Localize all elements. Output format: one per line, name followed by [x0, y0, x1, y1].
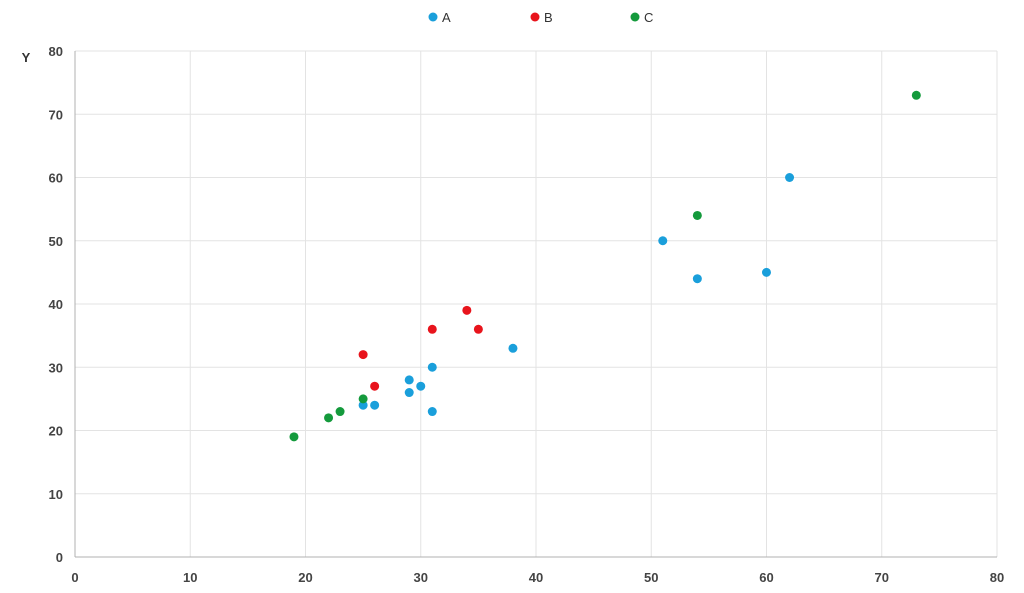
- data-point-c: [358, 394, 368, 404]
- y-tick-label: 10: [49, 487, 63, 502]
- data-point-a: [404, 388, 414, 398]
- data-point-b: [462, 305, 472, 315]
- data-point-a: [427, 407, 437, 417]
- x-tick-label: 10: [183, 570, 197, 585]
- x-tick-label: 0: [71, 570, 78, 585]
- data-point-c: [335, 407, 345, 417]
- data-point-a: [785, 173, 795, 182]
- data-point-a: [358, 400, 368, 410]
- legend-marker-a: [428, 12, 438, 22]
- x-tick-label: 40: [529, 570, 543, 585]
- x-tick-label: 20: [298, 570, 312, 585]
- y-tick-label: 40: [49, 297, 63, 312]
- data-point-a: [370, 400, 380, 410]
- legend-label-c: C: [644, 10, 653, 25]
- data-point-a: [416, 381, 426, 391]
- data-point-b: [427, 324, 437, 334]
- x-tick-label: 80: [990, 570, 1004, 585]
- axes: [74, 51, 997, 558]
- data-point-c: [911, 90, 921, 100]
- y-tick-label: 50: [49, 234, 63, 249]
- data-point-b: [370, 381, 380, 391]
- y-tick-label: 70: [49, 107, 63, 122]
- data-point-c: [289, 432, 299, 442]
- legend: A B C: [428, 10, 653, 25]
- y-tick-label: 30: [49, 360, 63, 375]
- y-tick-label: 0: [56, 550, 63, 565]
- data-point-a: [658, 236, 668, 246]
- y-axis-title: Y: [22, 50, 31, 65]
- legend-label-b: B: [544, 10, 553, 25]
- data-point-b: [473, 324, 483, 334]
- data-point-c: [692, 210, 702, 220]
- tick-labels: 0 10 20 30 40 50 60 70 80 0 10 20 30 40 50 60 70 80: [49, 44, 1005, 585]
- y-tick-label: 20: [49, 424, 63, 439]
- data-point-a: [762, 267, 771, 277]
- data-point-a: [427, 362, 437, 372]
- x-tick-label: 50: [644, 570, 658, 585]
- data-point-b: [358, 350, 368, 360]
- grid-lines: [75, 50, 998, 557]
- x-tick-label: 70: [875, 570, 889, 585]
- legend-label-a: A: [442, 10, 451, 25]
- data-point-a: [404, 375, 414, 385]
- legend-marker-c: [630, 12, 640, 22]
- y-tick-label: 80: [49, 44, 63, 59]
- data-point-a: [692, 274, 702, 284]
- x-tick-label: 30: [414, 570, 428, 585]
- y-tick-label: 60: [49, 171, 63, 186]
- data-points: [289, 90, 921, 442]
- x-tick-label: 60: [759, 570, 773, 585]
- legend-marker-b: [530, 12, 540, 22]
- data-point-c: [324, 413, 334, 423]
- data-point-a: [508, 343, 518, 353]
